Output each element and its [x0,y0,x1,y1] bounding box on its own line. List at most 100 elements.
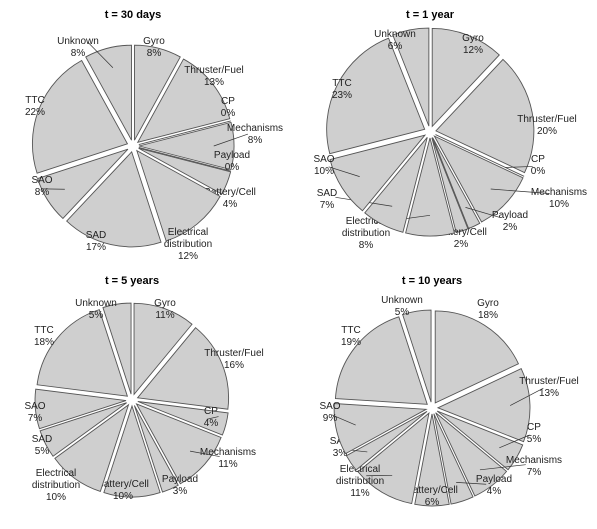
slice-cp [138,120,231,145]
label-payload: Payload 3% [162,474,198,497]
leader-line [189,450,220,457]
pie-chart-2: t = 1 year Gyro 12% Thruster/Fuel 20% CP 0% Mec… [313,9,587,251]
slice-sao [34,388,127,430]
label-mechanisms: Mechanisms 10% [531,187,587,210]
label-thruster-fuel: Thruster/Fuel 13% [184,65,243,88]
leader-line [479,464,526,471]
label-mechanisms: Mechanisms 11% [200,447,256,470]
chart-title: t = 1 year [406,9,455,21]
leader-line [206,416,219,420]
label-battery-cell: Battery/Cell 10% [97,479,149,502]
chart-title: t = 5 years [105,275,159,287]
label-ttc: TTC 18% [34,325,54,348]
leader-line [490,188,550,194]
label-cp: CP 5% [527,422,542,445]
slice-cp [137,401,229,436]
label-electrical-distribution: Electrical distribution 8% [342,216,390,251]
label-mechanisms: Mechanisms 7% [506,455,562,478]
label-ttc: TTC 22% [25,95,45,118]
leader-line [213,133,249,147]
label-cp: CP 4% [204,406,219,429]
label-sad: SAD 7% [317,188,338,211]
slice-thruster-fuel [435,58,535,174]
slice-payload [433,413,474,505]
label-sao: SAO 8% [31,175,52,198]
label-electrical-distribution: Electrical distribution 10% [32,468,80,503]
label-gyro: Gyro 8% [143,36,165,59]
slice-ttc [36,309,129,397]
label-gyro: Gyro 18% [477,298,499,321]
pie-chart-4: t = 10 years Gyro 18% Thruster/Fuel 13% CP 5% M… [319,275,578,508]
label-cp: CP 0% [531,154,546,177]
slice-gyro [134,44,181,141]
slice-cp [435,134,525,177]
label-thruster-fuel: Thruster/Fuel 13% [519,376,578,399]
label-payload: Payload 2% [492,210,528,233]
slice-sao [37,148,129,220]
label-sao: SAO 7% [24,401,45,424]
slice-ttc [31,59,129,174]
slice-thruster-fuel [136,327,229,410]
slice-electrical-distribution [357,412,430,505]
leader-line [328,166,360,177]
label-electrical-distribution: Electrical distribution 11% [336,464,384,499]
slice-electrical-distribution [405,137,455,237]
slice-sao [333,403,428,455]
slice-battery-cell [103,404,161,498]
label-cp: CP 0% [221,96,236,119]
leader-line [509,387,544,406]
slice-unknown [392,27,430,127]
slice-thruster-fuel [136,58,231,144]
slice-mechanisms [135,403,222,485]
slice-mechanisms [435,412,508,497]
slice-thruster-fuel [436,368,531,443]
slice-payload [432,137,481,230]
pie-chart-1: t = 30 days Gyro 8% Thruster/Fuel 13% CP 0% Mec… [25,9,283,262]
slice-payload [138,147,231,172]
slice-battery-cell [138,147,232,195]
label-electrical-distribution: Electrical distribution 12% [164,227,212,262]
slice-sad [66,150,162,248]
leader-line [499,434,530,449]
slice-electrical-distribution [136,149,221,242]
label-sao: SAO 9% [319,401,340,424]
label-mechanisms: Mechanisms 8% [227,123,283,146]
label-unknown: Unknown 5% [75,298,117,321]
label-battery-cell: Battery/Cell 6% [406,485,458,508]
slice-gyro [431,27,500,128]
slice-electrical-distribution [54,403,130,492]
leader-line [505,166,533,168]
slice-battery-cell [431,137,469,234]
leader-line [456,482,487,485]
leader-line [331,414,356,426]
slice-mechanisms [433,135,524,223]
slice-sad [345,410,428,471]
label-unknown: Unknown 5% [381,295,423,318]
slice-unknown [102,302,132,395]
label-ttc: TTC 23% [332,78,352,101]
leader-line [465,207,501,219]
chart-title: t = 10 years [402,275,462,287]
slice-unknown [85,44,132,141]
slice-ttc [326,37,426,155]
label-thruster-fuel: Thruster/Fuel 20% [517,114,576,137]
slice-cp [436,410,524,471]
label-payload: Payload 4% [476,474,512,497]
label-battery-cell: Battery/Cell 4% [204,187,256,210]
leader-line [87,41,114,69]
label-gyro: Gyro 11% [154,298,176,321]
slice-sao [329,134,427,212]
slice-payload [133,405,179,493]
label-sad: SAD 17% [86,230,107,253]
label-unknown: Unknown 8% [57,36,99,59]
slice-ttc [334,316,428,405]
slice-sad [39,402,127,457]
slice-gyro [133,302,193,396]
slice-mechanisms [138,121,235,171]
label-unknown: Unknown 6% [374,29,416,52]
slice-unknown [402,309,432,403]
label-sao: SAO 10% [313,154,334,177]
slice-sad [364,137,428,233]
slice-battery-cell [414,413,450,507]
